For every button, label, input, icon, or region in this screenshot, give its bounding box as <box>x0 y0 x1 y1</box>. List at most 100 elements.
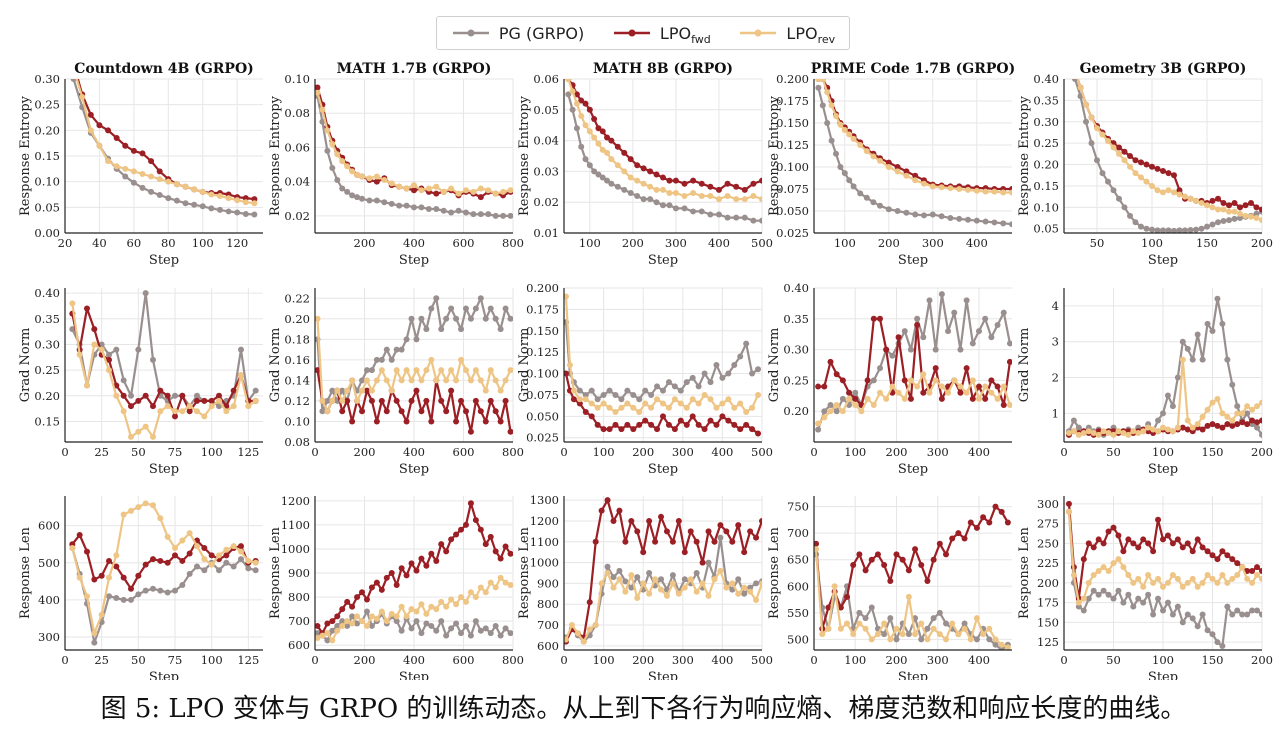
data-point <box>600 400 607 407</box>
data-point <box>1150 579 1157 586</box>
data-point <box>600 391 607 398</box>
data-point <box>841 127 848 134</box>
data-point <box>1209 631 1216 638</box>
chart-panel-9: 0 50 100 150 200 1 2 3 4 Step Grad Norm <box>1017 288 1273 477</box>
data-point <box>666 177 673 184</box>
data-point <box>208 403 215 410</box>
data-point <box>477 627 484 634</box>
data-point <box>1254 607 1261 614</box>
data-point <box>991 219 998 226</box>
data-point <box>156 168 163 175</box>
data-point <box>1164 599 1171 606</box>
data-point <box>438 598 445 605</box>
series-line-1 <box>316 502 512 635</box>
x-tick-label: 800 <box>502 445 524 459</box>
data-point <box>930 625 937 632</box>
data-point <box>759 580 762 587</box>
data-point <box>69 300 76 307</box>
data-point <box>713 404 720 411</box>
data-point <box>1226 208 1232 215</box>
data-point <box>608 156 615 163</box>
data-point <box>408 315 415 322</box>
data-point <box>84 305 90 312</box>
y-tick-label: 700 <box>537 618 559 632</box>
data-point <box>1174 575 1181 582</box>
y-axis-label: Grad Norm <box>18 328 33 403</box>
data-point <box>216 206 223 213</box>
data-point <box>994 321 1001 328</box>
data-point <box>339 158 346 165</box>
data-point <box>640 180 647 187</box>
data-point <box>173 197 180 204</box>
data-point <box>403 613 410 620</box>
data-point <box>724 180 731 187</box>
data-point <box>238 372 244 379</box>
data-point <box>653 199 660 206</box>
data-point <box>234 209 241 216</box>
data-point <box>1209 421 1216 428</box>
data-point <box>388 570 395 576</box>
data-point <box>1155 595 1162 602</box>
data-point <box>825 604 832 611</box>
data-point <box>576 400 583 407</box>
data-point <box>711 576 718 583</box>
data-point <box>201 567 208 574</box>
data-point <box>334 622 341 629</box>
data-point <box>592 538 599 545</box>
data-point <box>1209 327 1216 334</box>
x-tick-label: 200 <box>354 236 376 250</box>
data-point <box>870 199 877 206</box>
data-point <box>654 383 661 390</box>
data-point <box>1224 356 1231 363</box>
data-point <box>1189 615 1196 622</box>
data-point <box>139 170 146 177</box>
data-point <box>507 187 513 194</box>
data-point <box>1065 508 1072 515</box>
data-point <box>425 185 432 192</box>
x-tick-label: 800 <box>502 236 524 250</box>
y-axis-label: Response Len <box>517 526 532 618</box>
data-point <box>1140 428 1147 435</box>
data-point <box>359 173 366 180</box>
data-point <box>1249 607 1256 614</box>
data-point <box>1229 556 1236 563</box>
data-point <box>1070 428 1077 435</box>
data-point <box>671 396 678 403</box>
data-point <box>883 346 890 353</box>
data-point <box>1234 607 1241 614</box>
data-point <box>719 374 726 381</box>
data-point <box>1110 144 1117 151</box>
data-point <box>1155 428 1162 435</box>
data-point <box>969 340 976 347</box>
data-point <box>418 204 425 211</box>
data-point <box>969 395 976 402</box>
data-point <box>932 365 939 372</box>
data-point <box>1080 430 1087 437</box>
y-tick-label: 500 <box>787 632 809 646</box>
data-point <box>715 211 722 218</box>
data-point <box>1085 579 1092 586</box>
data-point <box>487 305 494 312</box>
data-point <box>665 404 672 411</box>
series-line-1 <box>1067 503 1262 600</box>
data-point <box>759 217 762 224</box>
data-point <box>1248 200 1254 207</box>
data-point <box>1259 611 1262 618</box>
data-point <box>238 346 244 353</box>
y-tick-label: 0.200 <box>526 281 559 295</box>
data-point <box>719 413 726 420</box>
data-point <box>1080 595 1087 602</box>
data-point <box>1179 356 1186 363</box>
data-point <box>433 295 440 302</box>
data-point <box>1224 579 1231 586</box>
y-tick-label: 0.08 <box>284 106 310 120</box>
y-tick-label: 0.10 <box>1033 200 1059 214</box>
data-point <box>573 125 580 132</box>
y-tick-label: 1000 <box>281 542 310 556</box>
chart-grid: 20 40 60 80 100 1200.000.050.100.150.200.250.… <box>18 61 1273 680</box>
data-point <box>383 346 390 353</box>
data-point <box>344 188 351 195</box>
data-point <box>179 557 186 564</box>
data-point <box>591 168 598 175</box>
data-point <box>368 622 375 629</box>
